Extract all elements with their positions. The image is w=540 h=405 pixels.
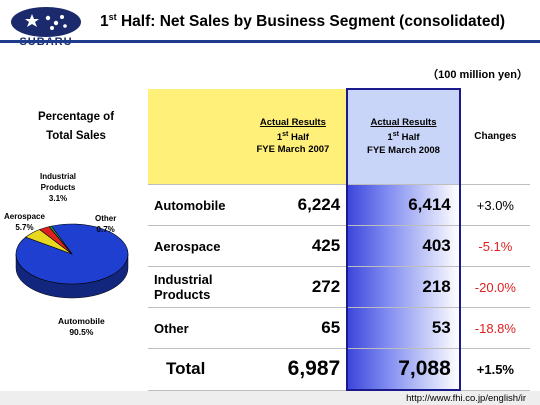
pie-label-aerospace-pct: 5.7% (15, 223, 34, 232)
col07-line2-num: 1 (276, 132, 283, 144)
table-row-total: Total 6,987 7,088 +1.5% (148, 348, 530, 391)
cell-2007-automobile: 6,224 (239, 184, 348, 226)
cell-2008-total: 7,088 (346, 348, 461, 391)
title-rest: Half: Net Sales by Business Segment (con… (116, 13, 506, 31)
table-row-automobile: Automobile 6,224 6,414 +3.0% (148, 184, 530, 226)
title-prefix: 1 (100, 13, 109, 31)
col07-line1: Actual Results (259, 116, 326, 128)
pleiades-logo-icon (11, 7, 81, 37)
pie-label-aerospace: Aerospace 5.7% (4, 211, 45, 233)
pie-slice-other (48, 225, 73, 255)
cell-2007-other: 65 (239, 307, 348, 349)
pie-label-industrial: Industrial Products 3.1% (40, 171, 76, 204)
sales-table: Actual Results 1st Half FYE March 2007 A… (148, 88, 530, 391)
table-row-aerospace: Aerospace 425 403 -5.1% (148, 225, 530, 267)
pie-label-industrial-l2: Products (40, 183, 76, 192)
col07-line2-sup: st (282, 130, 289, 138)
title-sup: st (108, 12, 117, 22)
pie-title: Percentage of Total Sales (12, 108, 140, 146)
row-label-industrial-l2: Products (154, 287, 211, 302)
col08-line3: FYE March 2008 (367, 144, 440, 156)
table-row-other: Other 65 53 -18.8% (148, 307, 530, 349)
cell-2007-industrial: 272 (239, 266, 348, 308)
cell-change-industrial: -20.0% (459, 266, 530, 308)
row-label-other: Other (148, 307, 240, 349)
col08-line2-rest: Half (398, 132, 420, 144)
cell-2008-automobile: 6,414 (346, 184, 461, 226)
row-label-aerospace: Aerospace (148, 225, 240, 267)
row-label-industrial: Industrial Products (148, 266, 240, 308)
cell-2008-industrial: 218 (346, 266, 461, 308)
title-rule (0, 40, 540, 43)
row-label-total: Total (148, 348, 240, 391)
pie-label-automobile: Automobile 90.5% (58, 316, 105, 338)
table-row-industrial: Industrial Products 272 218 -20.0% (148, 266, 530, 308)
col08-line2-sup: st (392, 131, 399, 139)
col07-line2: 1st Half (240, 129, 347, 144)
pie-label-other-name: Other (95, 214, 117, 223)
cell-2007-aerospace: 425 (239, 225, 348, 267)
row-label-automobile: Automobile (148, 184, 240, 226)
footer-url[interactable]: http://www.fhi.co.jp/english/ir (406, 393, 526, 404)
pie-label-automobile-pct: 90.5% (69, 327, 94, 337)
col-header-changes: Changes (459, 89, 530, 185)
page-title: 1st Half: Net Sales by Business Segment … (100, 12, 505, 31)
table-corner (148, 89, 240, 185)
pie-label-other-pct: 0.7% (96, 225, 115, 234)
pie-label-industrial-pct: 3.1% (48, 194, 68, 203)
col08-line1: Actual Results (370, 117, 437, 129)
col-header-2008: Actual Results 1st Half FYE March 2008 (346, 88, 461, 185)
cell-change-aerospace: -5.1% (459, 225, 530, 267)
pie-label-automobile-name: Automobile (58, 316, 105, 326)
subaru-logo: SUBARU (8, 6, 84, 52)
cell-2008-other: 53 (346, 307, 461, 349)
col07-line2-rest: Half (288, 132, 309, 144)
cell-2008-aerospace: 403 (346, 225, 461, 267)
pie-label-other: Other 0.7% (95, 213, 116, 235)
cell-change-other: -18.8% (459, 307, 530, 349)
footer-bar (0, 391, 540, 405)
pie-title-line2: Total Sales (46, 130, 106, 142)
pie-title-line1: Percentage of (37, 111, 115, 123)
col08-line2: 1st Half (348, 129, 459, 144)
pie-label-aerospace-name: Aerospace (4, 212, 45, 221)
units-label: （100 million yen） (427, 69, 528, 81)
cell-2007-total: 6,987 (239, 348, 348, 391)
col07-line3: FYE March 2007 (256, 144, 330, 156)
col08-line2-num: 1 (387, 132, 393, 144)
pie-chart (15, 223, 129, 299)
cell-change-automobile: +3.0% (459, 184, 530, 226)
col-header-2007: Actual Results 1st Half FYE March 2007 (239, 89, 348, 185)
table-header-row: Actual Results 1st Half FYE March 2007 A… (148, 88, 530, 185)
cell-change-total: +1.5% (459, 348, 530, 391)
pie-label-industrial-l1: Industrial (40, 172, 77, 181)
row-label-industrial-l1: Industrial (154, 272, 213, 287)
